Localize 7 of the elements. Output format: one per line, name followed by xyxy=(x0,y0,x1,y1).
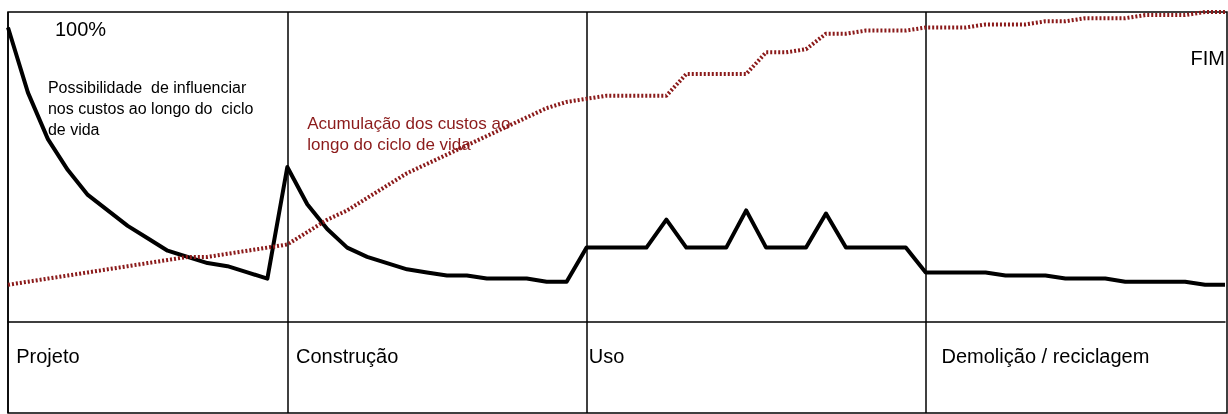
annotation: FIM xyxy=(1190,47,1225,69)
x-tick-label: Uso xyxy=(588,345,625,367)
x-tick-label: Projeto xyxy=(16,345,80,367)
series-label: Possibilidade de influenciar nos custos ao longo do ciclo de vida xyxy=(47,79,258,139)
x-tick-label: Demolição / reciclagem xyxy=(941,345,1150,367)
annotation: 100% xyxy=(55,18,107,40)
x-tick-label: Construção xyxy=(296,345,399,367)
